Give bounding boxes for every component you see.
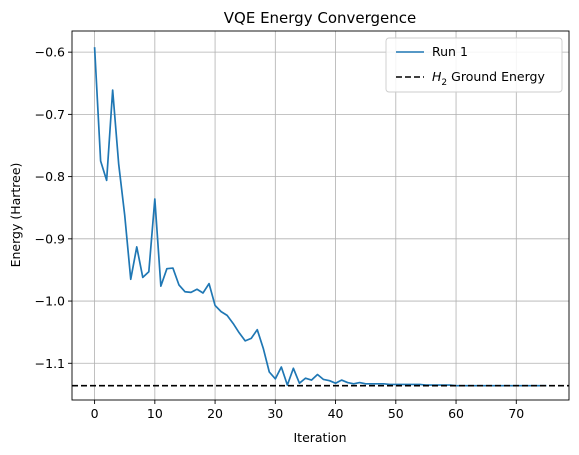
legend-ground-energy-text: Ground Energy	[451, 69, 545, 84]
legend-math-subscript: 2	[441, 78, 447, 88]
legend-box	[385, 37, 563, 93]
x-tick-label: 0	[91, 406, 99, 421]
y-tick-label: −0.7	[35, 107, 65, 122]
x-tick-label: 50	[388, 406, 404, 421]
plot-area: 0 10 20 30 40 50 60 70 −0.6 −0.7 −0.8 −0.9 −1.0 −1.1	[35, 30, 570, 421]
y-tick-label: −0.6	[35, 45, 65, 60]
y-tick-label: −0.9	[35, 231, 65, 246]
x-tick-label: 10	[147, 406, 163, 421]
x-tick-label: 40	[328, 406, 344, 421]
legend-label-run-1: Run 1	[432, 44, 468, 59]
axes-frame	[71, 30, 570, 401]
x-tick-label: 70	[508, 406, 524, 421]
y-tick-label: −1.0	[35, 294, 65, 309]
x-axis-ticks: 0 10 20 30 40 50 60 70	[91, 400, 524, 421]
y-axis-label: Energy (Hartree)	[8, 163, 23, 268]
legend-math-h: H	[432, 69, 442, 84]
y-tick-label: −1.1	[35, 356, 65, 371]
legend: Run 1 H2 Ground Energy	[385, 37, 563, 93]
y-axis-ticks: −0.6 −0.7 −0.8 −0.9 −1.0 −1.1	[35, 45, 72, 371]
x-tick-label: 60	[448, 406, 464, 421]
chart-title: VQE Energy Convergence	[224, 9, 417, 27]
x-tick-label: 20	[207, 406, 223, 421]
grid	[72, 31, 569, 400]
series-layer	[72, 47, 569, 387]
legend-label-ground-energy: H2 Ground Energy	[432, 69, 545, 88]
x-tick-label: 30	[267, 406, 283, 421]
y-tick-label: −0.8	[35, 169, 65, 184]
x-axis-label: Iteration	[293, 430, 346, 445]
